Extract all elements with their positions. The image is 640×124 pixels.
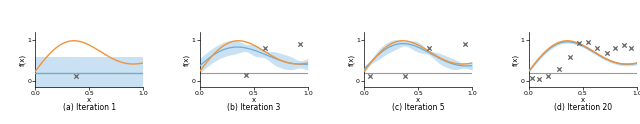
Text: (c) Iteration 5: (c) Iteration 5 (392, 103, 445, 112)
Y-axis label: f(x): f(x) (348, 53, 355, 66)
Point (543, 75, 553, 77)
X-axis label: x: x (87, 97, 92, 103)
Point (610, 47, 620, 49)
Point (627, 47, 637, 49)
Point (602, 52, 612, 54)
Point (554, 68, 564, 70)
Point (295, 43, 305, 45)
Text: (b) Iteration 3: (b) Iteration 3 (227, 103, 280, 112)
Text: (a) Iteration 1: (a) Iteration 1 (63, 103, 116, 112)
Point (460, 43, 470, 45)
Point (364, 75, 374, 77)
Point (564, 56, 575, 58)
Y-axis label: f(x): f(x) (184, 53, 190, 66)
Y-axis label: f(x): f(x) (19, 53, 26, 66)
Point (424, 47, 434, 49)
Point (259, 47, 269, 49)
Point (241, 74, 252, 76)
Point (591, 47, 602, 49)
Point (619, 44, 629, 46)
Point (534, 78, 545, 80)
Y-axis label: f(x): f(x) (513, 53, 519, 66)
Text: (d) Iteration 20: (d) Iteration 20 (554, 103, 612, 112)
X-axis label: x: x (252, 97, 256, 103)
Point (574, 42, 584, 44)
Point (71, 75, 81, 77)
Point (400, 75, 410, 77)
X-axis label: x: x (416, 97, 420, 103)
X-axis label: x: x (580, 97, 585, 103)
Point (583, 41, 593, 43)
Point (527, 77, 537, 78)
